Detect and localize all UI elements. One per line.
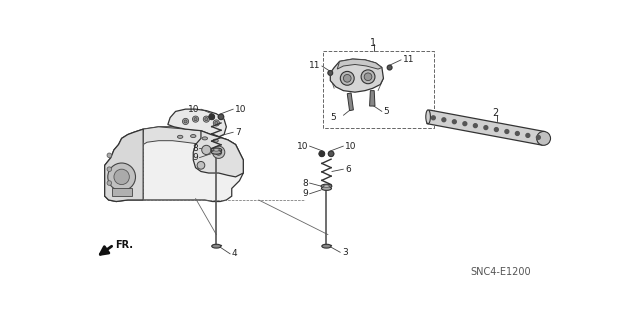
Circle shape [107,167,111,172]
Text: 7: 7 [235,128,241,137]
Circle shape [344,74,351,82]
Circle shape [107,181,111,185]
Circle shape [361,70,375,84]
Ellipse shape [321,187,332,190]
Ellipse shape [212,244,221,248]
Text: 11: 11 [403,55,414,64]
Text: 10: 10 [345,142,356,151]
Circle shape [537,131,550,145]
Ellipse shape [323,185,330,187]
Text: 11: 11 [309,62,320,70]
Ellipse shape [191,135,196,137]
Ellipse shape [213,139,218,142]
Circle shape [216,149,221,155]
Circle shape [340,71,354,85]
Ellipse shape [321,184,332,188]
Text: 8: 8 [192,144,198,153]
Circle shape [484,126,488,130]
Text: SNC4-E1200: SNC4-E1200 [470,267,531,277]
Circle shape [505,130,509,133]
Circle shape [319,151,324,157]
Polygon shape [337,59,382,69]
Polygon shape [330,59,383,92]
Text: 10: 10 [235,105,246,114]
Ellipse shape [322,244,331,248]
Circle shape [204,116,209,122]
Text: 5: 5 [383,107,389,116]
Circle shape [463,122,467,126]
Text: 10: 10 [188,105,200,114]
Polygon shape [348,93,353,111]
Polygon shape [427,110,545,145]
Circle shape [526,134,530,137]
Text: 1: 1 [369,38,376,48]
Circle shape [474,124,477,128]
Circle shape [194,118,197,121]
Circle shape [114,169,129,185]
Text: 3: 3 [342,248,348,257]
Circle shape [213,120,220,126]
Circle shape [215,122,218,124]
Circle shape [495,128,499,131]
Polygon shape [193,131,243,177]
Ellipse shape [426,110,431,124]
Circle shape [431,116,435,120]
Polygon shape [105,127,243,202]
Circle shape [205,118,208,121]
Text: 5: 5 [330,113,336,122]
Polygon shape [141,127,239,155]
Ellipse shape [202,137,207,140]
Circle shape [328,151,334,157]
Circle shape [202,145,211,154]
Text: 6: 6 [345,165,351,174]
Ellipse shape [177,135,183,138]
Circle shape [218,114,223,120]
Circle shape [328,70,333,75]
Text: FR.: FR. [115,240,134,250]
Circle shape [197,161,205,169]
Ellipse shape [211,148,221,152]
Circle shape [184,120,187,123]
Circle shape [212,146,225,159]
Bar [113,189,132,196]
Circle shape [442,118,446,122]
Circle shape [364,73,372,81]
Circle shape [536,136,540,139]
Circle shape [108,163,136,191]
Text: 9: 9 [302,189,308,198]
Text: 9: 9 [192,153,198,162]
Circle shape [387,65,392,70]
Text: 10: 10 [296,142,308,151]
Circle shape [209,114,214,120]
Circle shape [182,118,189,124]
Circle shape [107,153,111,158]
Text: 4: 4 [232,249,237,258]
Circle shape [193,116,198,122]
Polygon shape [105,129,143,202]
Ellipse shape [213,149,220,151]
Circle shape [452,120,456,124]
Polygon shape [168,109,227,137]
Text: 8: 8 [302,179,308,188]
Text: 2: 2 [492,108,498,118]
Circle shape [515,131,519,135]
Ellipse shape [211,150,221,154]
Polygon shape [369,91,375,106]
